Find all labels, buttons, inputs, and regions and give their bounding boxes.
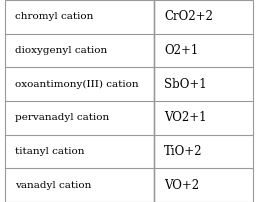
Text: dioxygenyl cation: dioxygenyl cation [15,46,108,55]
Text: pervanadyl cation: pervanadyl cation [15,113,110,122]
Text: VO2+1: VO2+1 [164,111,207,124]
Text: chromyl cation: chromyl cation [15,12,94,21]
Text: vanadyl cation: vanadyl cation [15,181,92,190]
Text: VO+2: VO+2 [164,179,199,192]
Text: O2+1: O2+1 [164,44,198,57]
Text: CrO2+2: CrO2+2 [164,10,213,23]
Text: oxoantimony(III) cation: oxoantimony(III) cation [15,80,139,89]
Text: SbO+1: SbO+1 [164,78,207,91]
Text: titanyl cation: titanyl cation [15,147,85,156]
Text: TiO+2: TiO+2 [164,145,203,158]
